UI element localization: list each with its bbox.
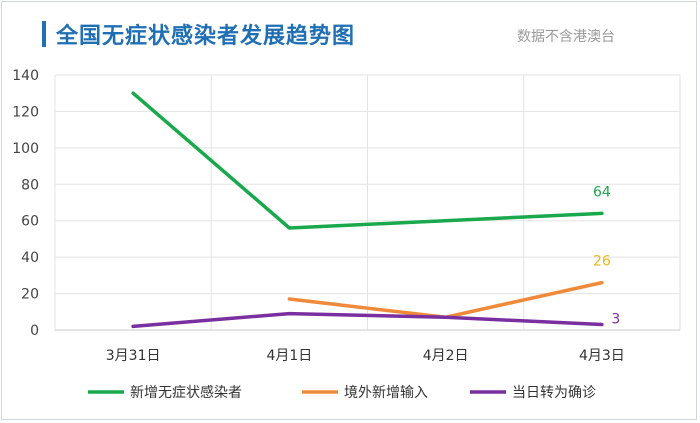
x-tick-label: 4月2日 [423, 348, 469, 364]
chart-title: 全国无症状感染者发展趋势图 [56, 24, 356, 49]
y-tick-label: 0 [30, 323, 39, 339]
x-tick-label: 3月31日 [106, 348, 161, 364]
data-label: 3 [611, 312, 620, 328]
y-axis-ticks: 0 20 40 60 80 100 120 140 [12, 68, 39, 339]
x-axis-ticks: 3月31日 4月1日 4月2日 4月3日 [106, 348, 625, 364]
y-tick-label: 80 [21, 177, 39, 193]
series-line [131, 311, 604, 329]
legend-label: 当日转为确诊 [512, 385, 596, 401]
series-lines [131, 91, 604, 329]
legend-label: 境外新增输入 [344, 385, 428, 401]
x-tick-label: 4月1日 [266, 348, 312, 364]
title-accent-bar [42, 21, 46, 47]
y-tick-label: 120 [12, 104, 39, 120]
x-tick-label: 4月3日 [579, 348, 625, 364]
legend: 新增无症状感染者 境外新增输入 当日转为确诊 [88, 384, 596, 401]
y-tick-label: 60 [21, 214, 39, 230]
y-tick-label: 100 [12, 141, 39, 157]
y-tick-label: 40 [21, 250, 39, 266]
end-labels: 64 26 3 [593, 184, 620, 327]
series-line [131, 91, 604, 230]
y-tick-label: 20 [21, 287, 39, 303]
y-tick-label: 140 [12, 68, 39, 84]
data-label: 64 [593, 184, 611, 200]
grid-lines [54, 74, 681, 331]
data-label: 26 [593, 254, 611, 270]
legend-label: 新增无症状感染者 [130, 384, 242, 401]
data-note: 数据不含港澳台 [517, 29, 615, 45]
series-line [287, 280, 604, 319]
